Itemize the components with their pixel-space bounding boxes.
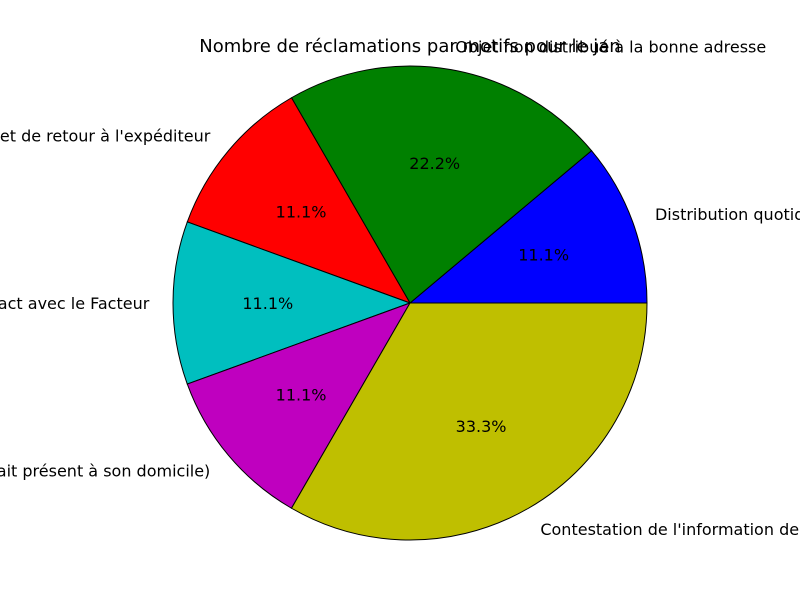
slice-category-label: Contact avec le Facteur: [0, 294, 150, 313]
slice-percent-label: 11.1%: [276, 385, 327, 404]
slice-category-label: Objet de retour à l'expéditeur: [0, 126, 211, 145]
pie-slice: [290, 302, 648, 541]
pie-labels: 11.1% Distribution quotidienne 22.2% Objet …: [0, 37, 800, 539]
pie-slice: [186, 302, 412, 509]
slice-percent-label: 22.2%: [409, 154, 460, 173]
chart-title: Nombre de réclamations par motifs pour l…: [199, 36, 620, 57]
pie-slice: [172, 221, 412, 385]
slice-category-label: Contestation de l'information de distrib…: [540, 520, 800, 539]
pie-slice: [186, 97, 412, 304]
pie-slices: [172, 65, 648, 541]
slice-percent-label: 11.1%: [242, 294, 293, 313]
pie-slice: [408, 149, 648, 304]
pie-slice: [290, 65, 593, 304]
slice-percent-label: 11.1%: [276, 203, 327, 222]
slice-category-label: Objet non distribué à la bonne adresse: [455, 37, 766, 56]
slice-category-label: Avis de passage (client était présent à …: [0, 462, 210, 481]
slice-percent-label: 33.3%: [456, 417, 507, 436]
slice-percent-label: 11.1%: [518, 245, 569, 264]
slice-category-label: Distribution quotidienne: [655, 205, 800, 224]
